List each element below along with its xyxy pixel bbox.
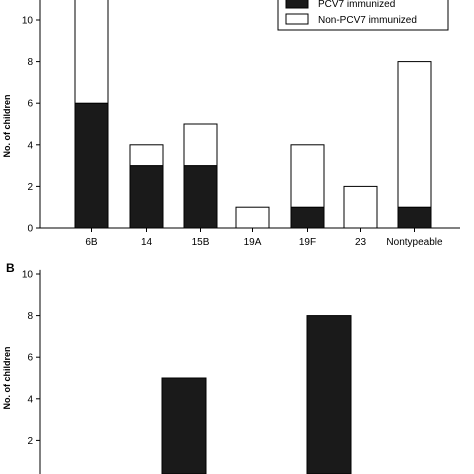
legend-label-1: Non-PCV7 immunized [318, 15, 417, 26]
legend-swatch-0 [285, 0, 309, 9]
y-tick-label-1: 8 [27, 311, 33, 322]
bar-0-1-4 [290, 144, 325, 208]
x-tick-label-0: 15B [192, 237, 210, 248]
x-tick-label-0: Nontypeable [386, 237, 443, 248]
bar-0-1-3 [235, 206, 270, 229]
y-tick-label-1: 10 [22, 270, 34, 281]
y-tick-label-0: 0 [27, 224, 33, 235]
bar-0-0-0 [74, 102, 109, 229]
y-tick-label-0: 10 [22, 16, 34, 27]
y-tick-label-0: 8 [27, 57, 33, 68]
bar-0-1-2 [183, 123, 218, 167]
bar-0-1-0 [74, 0, 109, 104]
bar-0-1-5 [343, 185, 378, 229]
y-axis-title-0: No. of children [2, 95, 12, 158]
bar-0-1-1 [129, 144, 164, 167]
bar-0-0-4 [290, 206, 325, 229]
bar-0-0-1 [129, 165, 164, 229]
x-tick-label-0: 23 [355, 237, 367, 248]
y-tick-label-0: 4 [27, 140, 33, 151]
x-tick-label-0: 14 [141, 237, 153, 248]
bar-0-0-6 [397, 206, 432, 229]
y-tick-label-1: 6 [27, 353, 33, 364]
x-tick-label-0: 6B [85, 237, 98, 248]
panel-letter-1: B [6, 261, 15, 275]
x-tick-label-0: 19F [299, 237, 316, 248]
y-tick-label-1: 4 [27, 394, 33, 405]
bar-0-1-6 [397, 61, 432, 208]
legend-label-0: PCV7 immunized [318, 0, 395, 10]
bar-1-0-1 [161, 377, 207, 474]
y-axis-title-1: No. of children [2, 347, 12, 410]
legend-swatch-1 [285, 13, 309, 25]
y-tick-label-0: 2 [27, 182, 33, 193]
y-tick-label-0: 6 [27, 99, 33, 110]
x-tick-label-0: 19A [244, 237, 262, 248]
bar-0-0-2 [183, 165, 218, 229]
bar-1-0-2 [306, 315, 352, 474]
y-tick-label-1: 2 [27, 436, 33, 447]
